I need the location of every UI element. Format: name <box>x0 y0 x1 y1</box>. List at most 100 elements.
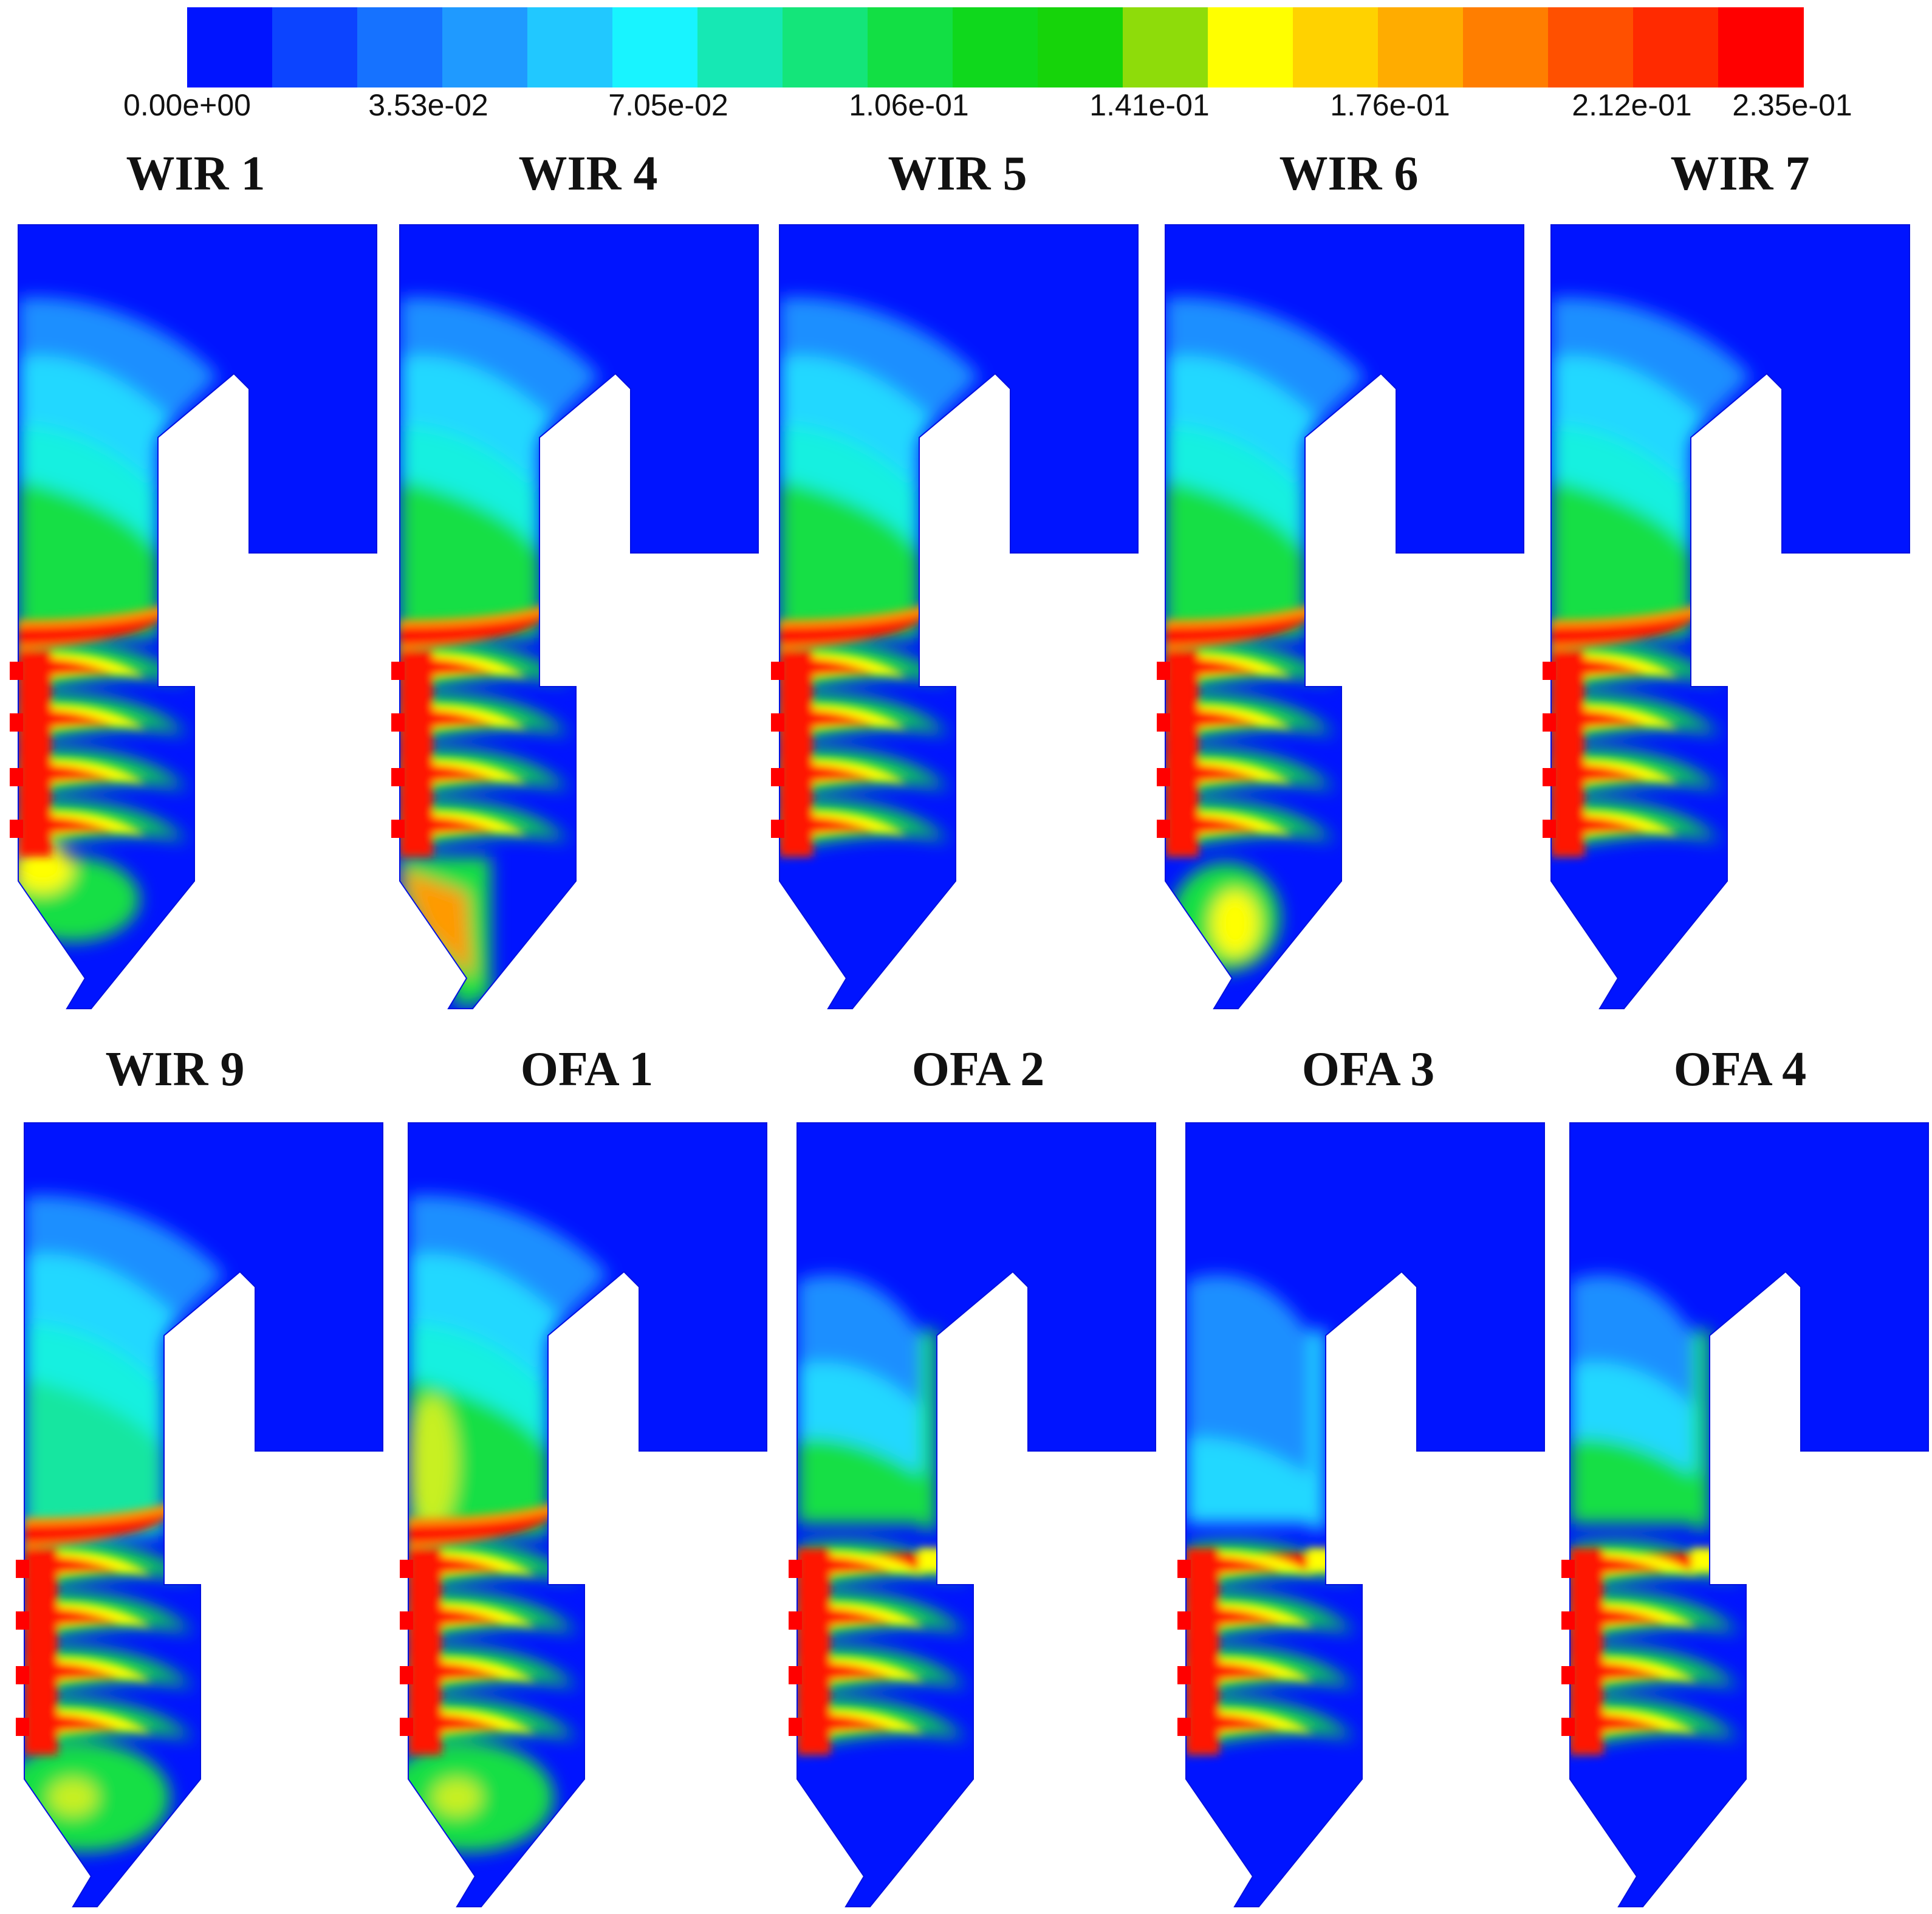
colorbar-swatch <box>272 7 358 87</box>
panel-title: WIR 6 <box>1279 147 1419 201</box>
burner-nozzle <box>771 713 784 732</box>
furnace-outline <box>24 1122 383 1907</box>
burner-nozzle <box>1561 1611 1575 1630</box>
furnace-outline <box>408 1122 767 1907</box>
burner-nozzle <box>1157 768 1170 786</box>
contour-field <box>1165 225 1524 1009</box>
burner-nozzle <box>1543 713 1556 732</box>
furnace-outline <box>399 224 759 1009</box>
colorbar-swatch <box>1208 7 1293 87</box>
panel-title: WIR 1 <box>126 147 265 201</box>
colorbar-tick-label: 3.53e-02 <box>368 88 488 122</box>
contour-field <box>400 225 758 1009</box>
burner-nozzle <box>400 1718 413 1736</box>
colorbar-labels: 0.00e+00 3.53e-02 7.05e-02 1.06e-01 1.41… <box>123 88 1852 122</box>
burner-nozzle <box>789 1718 802 1736</box>
panel-title: WIR 9 <box>106 1043 245 1096</box>
burner-nozzle <box>771 662 784 680</box>
burner-nozzle <box>1543 662 1556 680</box>
burner-nozzle <box>1157 713 1170 732</box>
colorbar-tick-label: 2.12e-01 <box>1572 88 1691 122</box>
panel-title: WIR 4 <box>519 147 658 201</box>
furnace-panel <box>1561 1122 1929 1907</box>
colorbar-tick-label: 2.35e-01 <box>1732 88 1852 122</box>
colorbar-swatch <box>783 7 868 87</box>
burner-nozzle <box>10 662 23 680</box>
burner-nozzle <box>10 713 23 732</box>
furnace-outline <box>1165 224 1524 1009</box>
furnace-outline <box>796 1122 1156 1907</box>
burner-nozzle <box>771 768 784 786</box>
panel-title: WIR 7 <box>1671 147 1810 201</box>
contour-field <box>797 1123 1156 1907</box>
panel-title: OFA 2 <box>912 1043 1045 1096</box>
colorbar-swatch <box>1038 7 1123 87</box>
colorbar-swatch <box>953 7 1038 87</box>
colorbar: 0.00e+00 3.53e-02 7.05e-02 1.06e-01 1.41… <box>123 7 1852 122</box>
burner-nozzle <box>789 1560 802 1578</box>
contour-field <box>18 225 377 1009</box>
furnace-outline <box>1185 1122 1545 1907</box>
colorbar-swatch <box>527 7 613 87</box>
colorbar-swatch <box>1463 7 1549 87</box>
colorbar-swatch <box>868 7 953 87</box>
furnace-panel <box>400 1122 767 1907</box>
burner-nozzle <box>1177 1666 1191 1684</box>
burner-nozzle <box>10 820 23 838</box>
furnace-panel <box>789 1122 1156 1907</box>
burner-nozzle <box>1561 1666 1575 1684</box>
colorbar-swatch <box>357 7 443 87</box>
burner-nozzle <box>1177 1718 1191 1736</box>
contour-field <box>779 225 1138 1009</box>
burner-nozzle <box>10 768 23 786</box>
colorbar-swatch <box>1633 7 1719 87</box>
burner-nozzle <box>16 1611 29 1630</box>
colorbar-swatch <box>1123 7 1208 87</box>
burner-nozzle <box>1157 662 1170 680</box>
burner-nozzle <box>1157 820 1170 838</box>
burner-nozzle <box>1543 820 1556 838</box>
colorbar-swatch <box>697 7 783 87</box>
furnace-outline <box>18 224 377 1009</box>
panel-title: OFA 1 <box>521 1043 654 1096</box>
colorbar-tick-label: 1.06e-01 <box>849 88 968 122</box>
furnace-panel <box>1157 224 1524 1009</box>
burner-nozzle <box>771 820 784 838</box>
contour-field <box>1570 1123 1928 1907</box>
furnace-panel <box>10 224 377 1009</box>
furnace-outline <box>1569 1122 1929 1907</box>
colorbar-swatch <box>1548 7 1634 87</box>
contour-field <box>1551 225 1910 1009</box>
colorbar-tick-label: 1.76e-01 <box>1330 88 1450 122</box>
contour-field <box>1186 1123 1544 1907</box>
burner-nozzle <box>391 662 405 680</box>
burner-nozzle <box>1561 1718 1575 1736</box>
burner-nozzle <box>400 1611 413 1630</box>
colorbar-swatch <box>442 7 528 87</box>
contour-field <box>408 1123 767 1907</box>
furnace-panel <box>391 224 759 1009</box>
panel-title: OFA 3 <box>1302 1043 1435 1096</box>
colorbar-tick-label: 1.41e-01 <box>1089 88 1209 122</box>
colorbar-swatch <box>1293 7 1379 87</box>
furnace-panel <box>1177 1122 1545 1907</box>
colorbar-tick-label: 0.00e+00 <box>123 88 251 122</box>
furnace-panel <box>16 1122 383 1907</box>
colorbar-swatch <box>612 7 698 87</box>
colorbar-swatch <box>1718 7 1804 87</box>
panel-titles: WIR 1 WIR 4 WIR 5 WIR 6 WIR 7 WIR 9 OFA … <box>106 147 1810 1096</box>
burner-nozzle <box>789 1666 802 1684</box>
burner-nozzle <box>391 768 405 786</box>
furnace-outline <box>779 224 1139 1009</box>
burner-nozzle <box>1177 1611 1191 1630</box>
contour-field <box>24 1123 383 1907</box>
colorbar-swatches <box>187 7 1804 87</box>
burner-nozzle <box>16 1718 29 1736</box>
burner-nozzle <box>400 1666 413 1684</box>
furnace-panel <box>771 224 1139 1009</box>
burner-nozzle <box>1543 768 1556 786</box>
burner-nozzle <box>1177 1560 1191 1578</box>
burner-nozzle <box>391 713 405 732</box>
colorbar-tick-label: 7.05e-02 <box>608 88 728 122</box>
